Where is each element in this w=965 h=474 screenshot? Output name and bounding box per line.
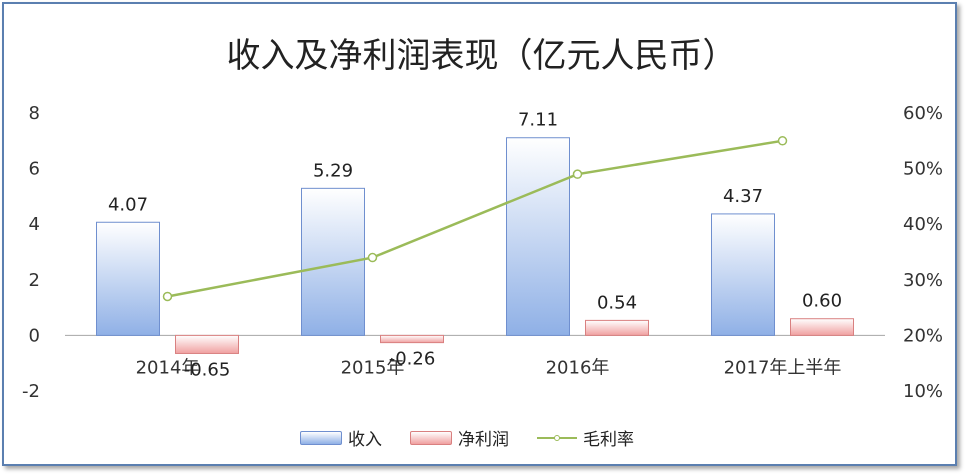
legend-label-net-profit: 净利润	[458, 430, 509, 450]
gross-margin-line	[167, 139, 783, 298]
net-profit-bar	[790, 318, 854, 336]
chart-title: 收入及净利润表现（亿元人民币）	[226, 36, 737, 76]
x-tick-label: 2015年	[341, 357, 405, 378]
legend-label-revenue: 收入	[348, 430, 382, 450]
y-left-tick-label: -2	[22, 381, 40, 402]
y-right-tick-label: 30%	[903, 270, 943, 291]
chart-frame: 收入及净利润表现（亿元人民币）	[2, 2, 957, 466]
y-left-tick-label: 6	[29, 159, 40, 180]
revenue-data-label: 4.37	[723, 186, 763, 207]
legend-swatch-gross-margin	[537, 432, 577, 444]
revenue-data-label: 5.29	[313, 160, 353, 181]
y-right-tick-label: 20%	[903, 325, 943, 346]
legend-label-gross-margin: 毛利率	[583, 430, 634, 450]
net-profit-bar	[585, 319, 649, 336]
legend-swatch-net-profit	[410, 430, 452, 445]
gross-margin-point	[572, 169, 583, 179]
legend-item-gross-margin: 毛利率	[537, 425, 634, 450]
y-right-tick-label: 40%	[903, 214, 943, 235]
y-right-tick-label: 60%	[903, 103, 943, 124]
y-left-tick-label: 2	[29, 270, 40, 291]
x-tick-label: 2016年	[546, 357, 610, 378]
y-right-tick-label: 10%	[903, 381, 943, 402]
legend-swatch-revenue	[300, 430, 342, 445]
net-profit-data-label: -0.65	[184, 359, 231, 380]
legend-item-revenue: 收入	[300, 425, 382, 450]
gross-margin-point	[367, 252, 378, 263]
net-profit-data-label: -0.26	[389, 349, 436, 370]
y-right-tick-label: 50%	[903, 159, 943, 180]
legend-item-net-profit: 净利润	[410, 425, 509, 450]
chart-legend: 收入 净利润 毛利率	[300, 425, 634, 450]
gross-margin-point	[162, 291, 173, 302]
revenue-data-label: 7.11	[518, 110, 558, 131]
y-left-tick-label: 0	[29, 325, 40, 346]
net-profit-data-label: 0.54	[597, 292, 637, 313]
x-tick-label: 2014年	[136, 357, 200, 378]
net-profit-bar	[380, 334, 444, 344]
revenue-data-label: 4.07	[108, 194, 148, 215]
net-profit-bar	[175, 334, 239, 354]
revenue-bar	[711, 213, 775, 336]
revenue-bar	[506, 137, 570, 336]
y-left-tick-label: 4	[29, 214, 40, 235]
gross-margin-point	[777, 136, 788, 146]
y-left-tick-label: 8	[29, 103, 40, 124]
x-tick-label: 2017年上半年	[724, 357, 842, 378]
revenue-bar	[96, 221, 160, 336]
net-profit-data-label: 0.60	[802, 291, 842, 312]
